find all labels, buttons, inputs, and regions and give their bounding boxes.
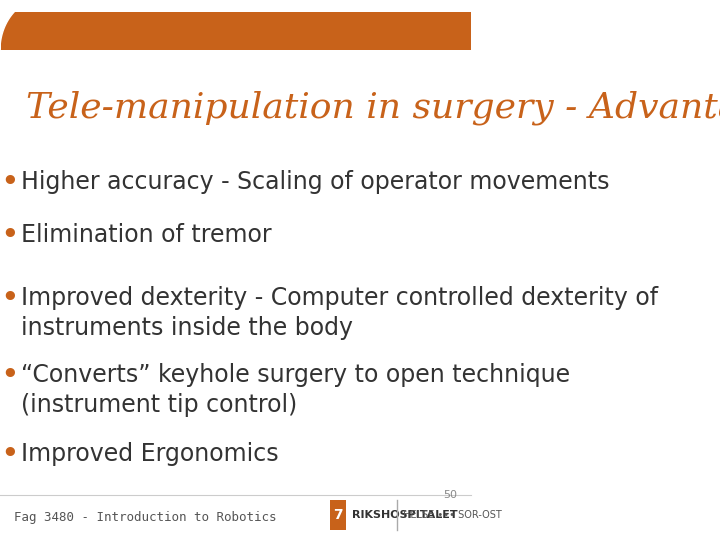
Text: Elimination of tremor: Elimination of tremor (21, 223, 272, 247)
Text: •: • (1, 223, 18, 249)
Text: •: • (1, 363, 18, 389)
Text: Improved dexterity - Computer controlled dexterity of
instruments inside the bod: Improved dexterity - Computer controlled… (21, 286, 658, 340)
Text: Higher accuracy - Scaling of operator movements: Higher accuracy - Scaling of operator mo… (21, 170, 610, 194)
Text: 50: 50 (443, 490, 457, 500)
FancyBboxPatch shape (330, 500, 346, 530)
Text: •: • (1, 170, 18, 196)
Text: “Converts” keyhole surgery to open technique
(instrument tip control): “Converts” keyhole surgery to open techn… (21, 363, 570, 417)
Text: Tele-manipulation in surgery - Advantages: Tele-manipulation in surgery - Advantage… (26, 91, 720, 125)
Text: •: • (1, 286, 18, 312)
Text: HELSE ••• SOR-OST: HELSE ••• SOR-OST (402, 510, 502, 520)
FancyBboxPatch shape (0, 12, 471, 50)
Polygon shape (0, 0, 47, 50)
Text: Improved Ergonomics: Improved Ergonomics (21, 442, 279, 466)
Text: •: • (1, 442, 18, 468)
Text: Fag 3480 - Introduction to Robotics: Fag 3480 - Introduction to Robotics (14, 511, 276, 524)
Text: RIKSHOSPITALET: RIKSHOSPITALET (352, 510, 457, 520)
Text: 7: 7 (333, 508, 343, 522)
